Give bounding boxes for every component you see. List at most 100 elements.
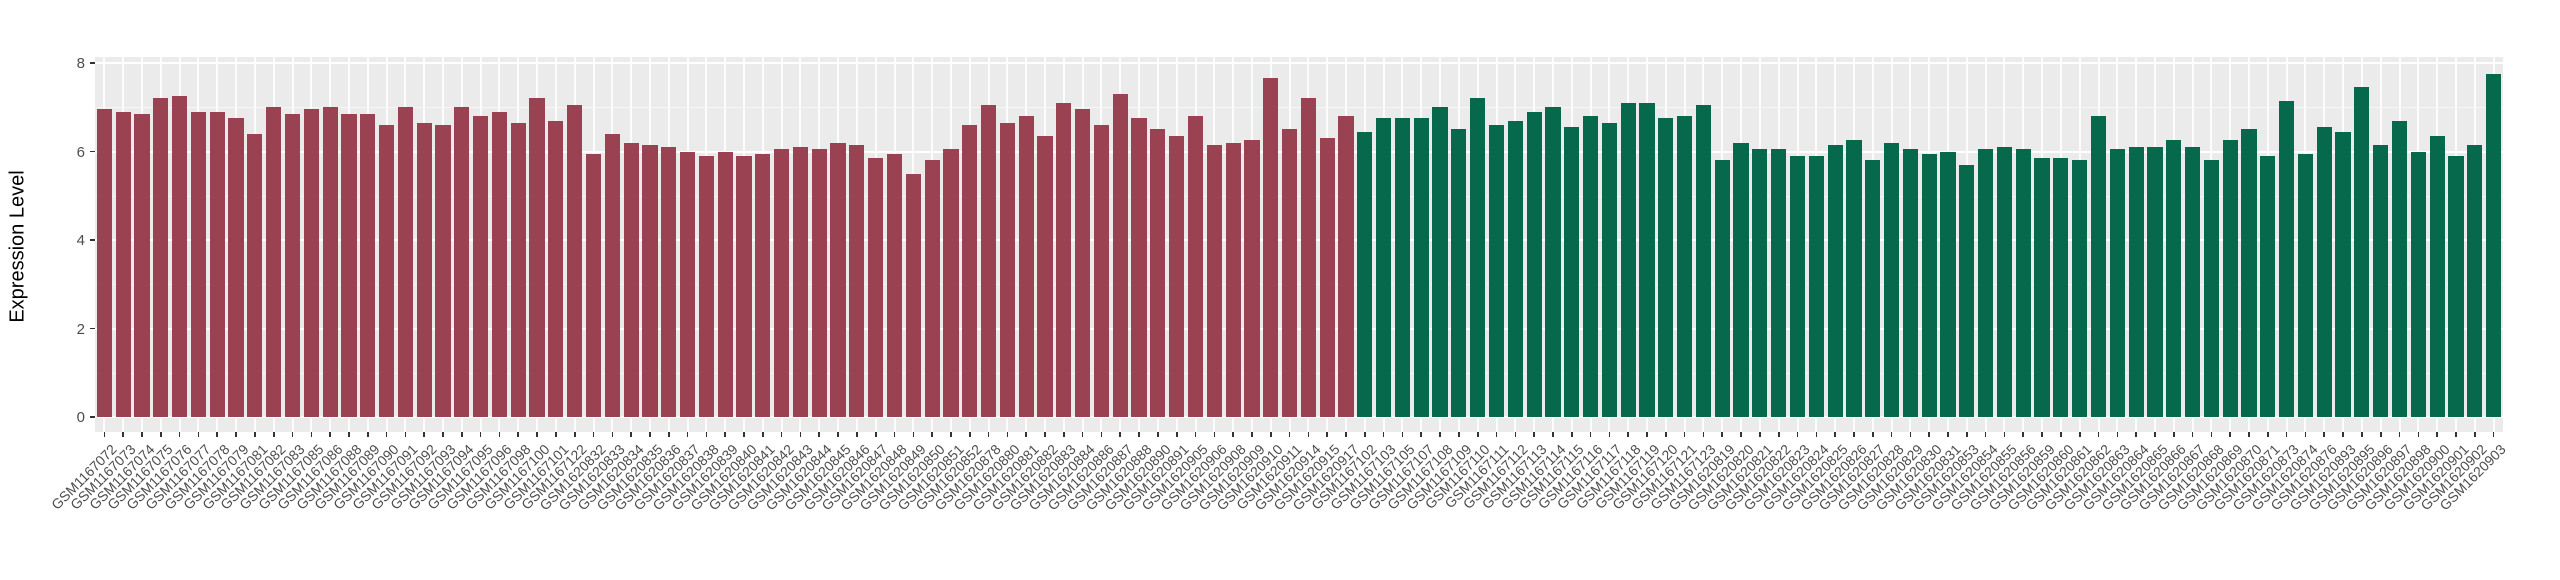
bar-GSM1620861 bbox=[2072, 160, 2088, 417]
x-tick-mark bbox=[2041, 432, 2043, 437]
bar-GSM1620828 bbox=[1883, 142, 1900, 417]
bar-GSM1620834 bbox=[623, 142, 639, 417]
x-tick-mark bbox=[2135, 432, 2137, 437]
bar-GSM1620826 bbox=[1846, 140, 1862, 417]
bar-GSM1620820 bbox=[1733, 142, 1749, 417]
bar-GSM1620845 bbox=[830, 142, 846, 417]
bar-GSM1620823 bbox=[1789, 155, 1806, 417]
x-tick-mark bbox=[630, 432, 632, 437]
x-tick-mark bbox=[874, 432, 877, 437]
bar-GSM1620830 bbox=[1921, 153, 1937, 417]
x-tick-mark bbox=[1157, 432, 1159, 437]
bar-GSM1167115 bbox=[1564, 127, 1580, 417]
gridline-major-y0 bbox=[95, 416, 2503, 418]
bar-GSM1167075 bbox=[153, 98, 169, 417]
x-tick-mark bbox=[555, 432, 557, 437]
bar-GSM1167096 bbox=[491, 111, 508, 417]
bar-GSM1620853 bbox=[1959, 164, 1975, 417]
bar-GSM1167119 bbox=[1639, 102, 1655, 417]
bar-GSM1167073 bbox=[115, 111, 131, 417]
x-tick-mark bbox=[1288, 432, 1291, 437]
x-tick-mark bbox=[1194, 432, 1197, 437]
bar-GSM1620822 bbox=[1771, 149, 1787, 417]
x-tick-mark bbox=[141, 432, 143, 437]
x-tick-mark bbox=[366, 432, 369, 437]
x-tick-mark bbox=[573, 432, 576, 437]
gridline-minor-y7 bbox=[95, 107, 2503, 109]
x-tick-mark bbox=[592, 432, 595, 437]
bar-GSM1167117 bbox=[1601, 122, 1617, 417]
x-tick-mark bbox=[2417, 432, 2420, 437]
x-tick-mark bbox=[1796, 432, 1799, 437]
y-tick-label-8: 8 bbox=[76, 55, 85, 72]
x-tick-mark bbox=[931, 432, 933, 437]
x-tick-mark bbox=[479, 432, 482, 437]
x-tick-mark bbox=[1081, 432, 1084, 437]
x-tick-mark bbox=[705, 432, 708, 437]
y-tick-label-6: 6 bbox=[76, 143, 85, 161]
bar-GSM1620888 bbox=[1131, 118, 1147, 417]
x-tick-mark bbox=[837, 432, 839, 437]
bar-GSM1620832 bbox=[585, 153, 602, 417]
bar-GSM1167113 bbox=[1526, 111, 1542, 417]
bar-GSM1620909 bbox=[1244, 140, 1260, 417]
bar-GSM1620901 bbox=[2448, 155, 2464, 417]
x-tick-mark bbox=[498, 432, 501, 437]
gridline-minor-y3 bbox=[95, 284, 2503, 286]
bar-GSM1620896 bbox=[2373, 144, 2389, 417]
gridline-minor-y1 bbox=[95, 372, 2503, 374]
bar-GSM1620897 bbox=[2391, 120, 2408, 417]
bar-GSM1620855 bbox=[1996, 147, 2013, 417]
bar-GSM1167076 bbox=[172, 96, 188, 417]
x-tick-mark bbox=[1608, 432, 1611, 437]
x-tick-mark bbox=[2154, 432, 2156, 437]
bar-GSM1167105 bbox=[1394, 118, 1411, 417]
x-tick-mark bbox=[950, 432, 952, 437]
x-tick-mark bbox=[1364, 432, 1366, 437]
bar-GSM1620843 bbox=[792, 147, 809, 417]
x-tick-mark bbox=[310, 432, 313, 437]
bar-GSM1167120 bbox=[1658, 118, 1674, 417]
bar-GSM1620848 bbox=[886, 153, 903, 417]
x-tick-mark bbox=[517, 432, 520, 437]
x-tick-mark bbox=[1966, 432, 1968, 437]
gridline-major-y2 bbox=[95, 327, 2503, 330]
x-tick-mark bbox=[291, 432, 294, 437]
gridline-major-y4 bbox=[95, 239, 2503, 241]
x-tick-mark bbox=[667, 432, 670, 437]
bar-GSM1167093 bbox=[435, 124, 451, 417]
bar-GSM1620886 bbox=[1093, 124, 1110, 417]
bar-GSM1620878 bbox=[980, 105, 997, 417]
bar-GSM1620840 bbox=[736, 155, 752, 417]
bar-GSM1620862 bbox=[2090, 116, 2107, 417]
bar-GSM1167103 bbox=[1376, 118, 1392, 417]
x-tick-mark bbox=[1533, 432, 1535, 437]
bar-GSM1167122 bbox=[567, 105, 583, 417]
bar-GSM1167072 bbox=[96, 109, 112, 417]
x-tick-mark bbox=[1006, 432, 1009, 437]
bar-GSM1167089 bbox=[360, 113, 376, 417]
bar-GSM1620850 bbox=[924, 160, 940, 417]
x-tick-mark bbox=[1721, 432, 1724, 437]
bar-GSM1620827 bbox=[1865, 160, 1881, 417]
x-tick-mark bbox=[461, 432, 463, 437]
bar-GSM1620866 bbox=[2166, 140, 2182, 417]
y-tick-mark-0 bbox=[90, 416, 95, 418]
bar-GSM1620863 bbox=[2109, 149, 2125, 417]
x-tick-mark bbox=[743, 432, 745, 437]
bar-GSM1620871 bbox=[2260, 155, 2276, 417]
bar-GSM1167121 bbox=[1677, 116, 1693, 417]
bar-GSM1167109 bbox=[1451, 129, 1467, 417]
x-tick-mark bbox=[235, 432, 237, 437]
bar-GSM1620819 bbox=[1714, 160, 1730, 417]
bar-GSM1167079 bbox=[228, 118, 244, 417]
x-tick-mark bbox=[1326, 432, 1328, 437]
x-tick-mark bbox=[912, 432, 915, 437]
x-tick-mark bbox=[1947, 432, 1949, 437]
bar-GSM1620844 bbox=[811, 149, 827, 417]
x-tick-mark bbox=[1025, 432, 1027, 437]
bar-GSM1620883 bbox=[1056, 102, 1072, 417]
bar-GSM1620870 bbox=[2241, 129, 2257, 417]
bar-GSM1167086 bbox=[322, 107, 338, 417]
